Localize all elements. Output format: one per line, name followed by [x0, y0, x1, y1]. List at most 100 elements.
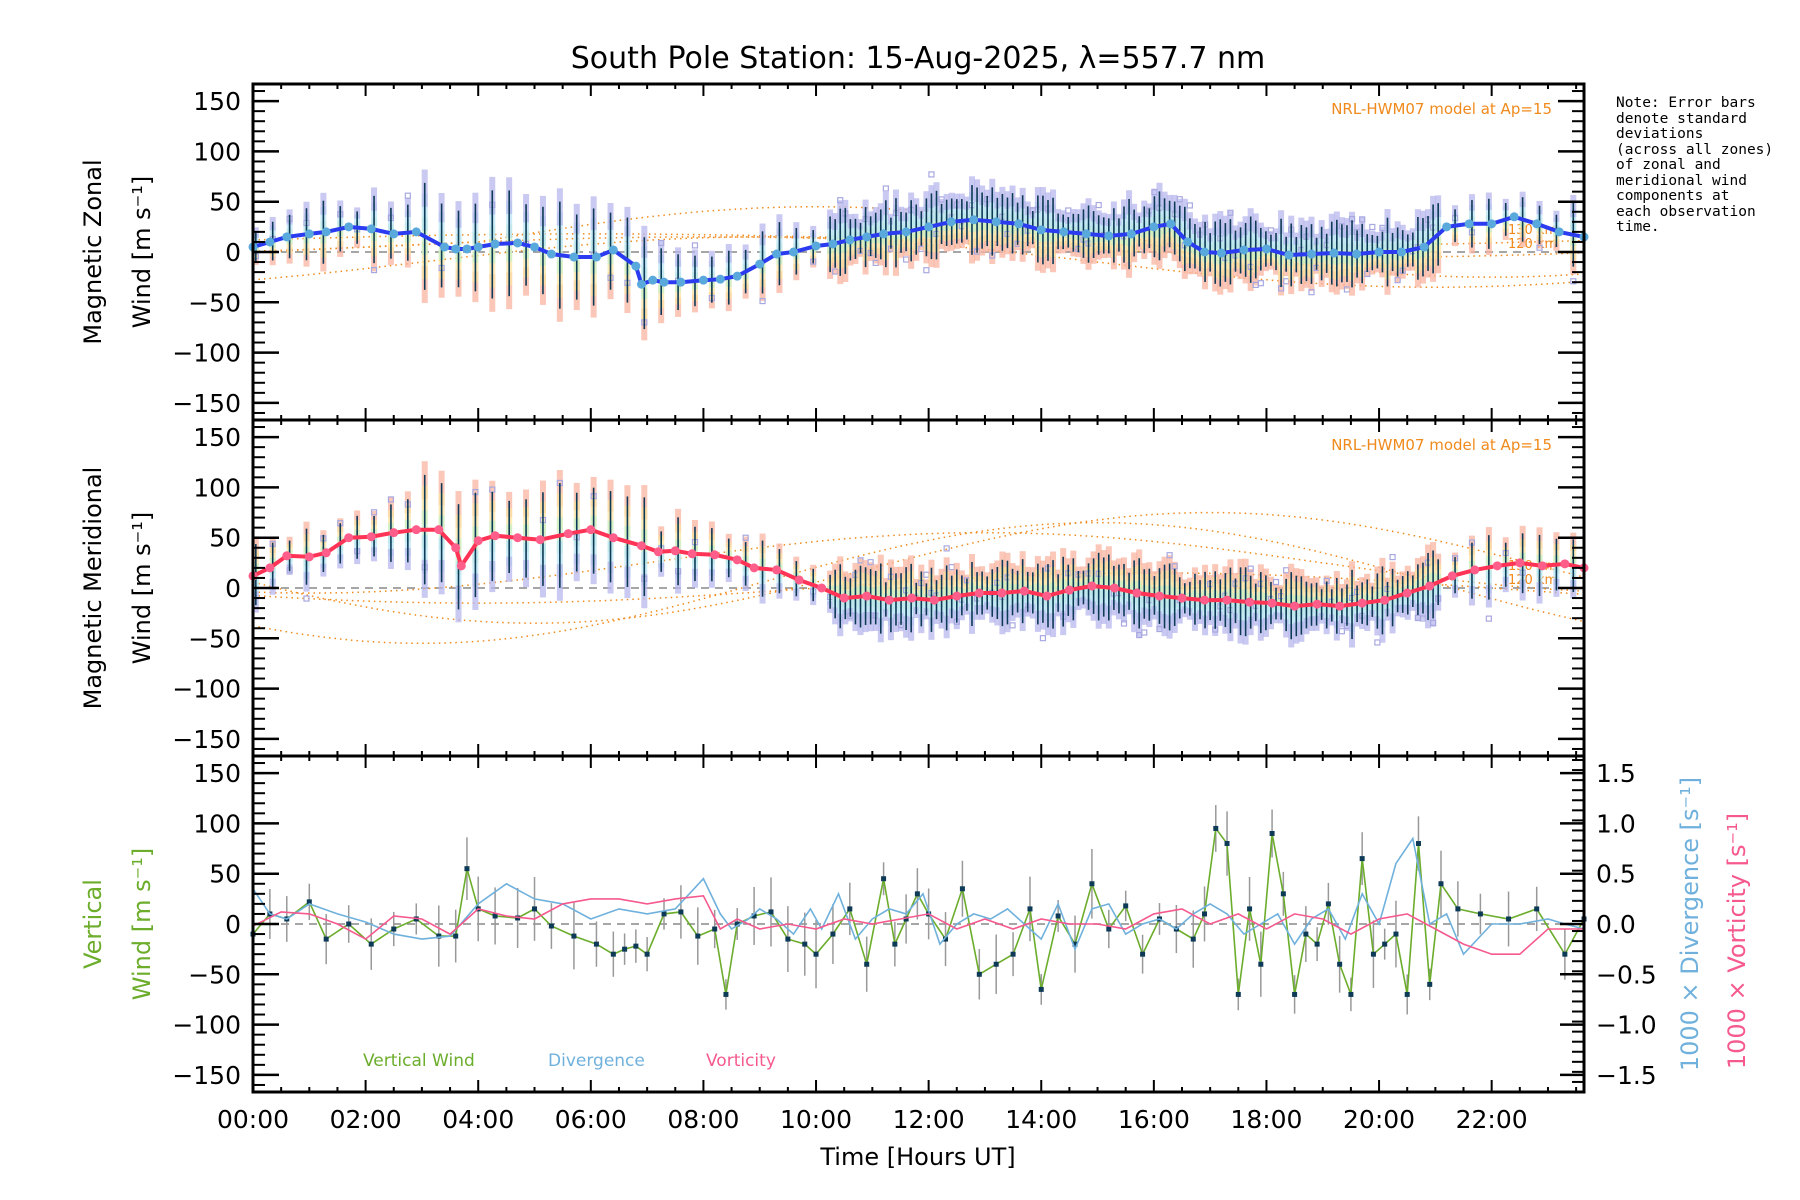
chart-title: South Pole Station: 15-Aug-2025, λ=557.7… — [571, 41, 1265, 76]
zone-point — [1485, 615, 1492, 622]
model-alt-label-120km: 120 km — [1508, 573, 1557, 588]
right-tick-label: −1.5 — [1596, 1061, 1657, 1090]
data-point — [1104, 231, 1114, 241]
zone-point — [1247, 565, 1254, 572]
y-tick-label: 0 — [225, 910, 241, 939]
data-point — [813, 951, 819, 957]
zone-point — [1065, 207, 1072, 214]
data-point — [1038, 986, 1044, 992]
data-point — [991, 217, 1001, 227]
y-tick-label: −100 — [172, 339, 241, 368]
zone-point — [943, 545, 950, 552]
data-point — [462, 244, 472, 254]
y-axis-label-line1: Vertical — [79, 879, 107, 969]
data-point — [1261, 244, 1271, 254]
data-point — [368, 941, 374, 947]
right-tick-label: 0.5 — [1596, 860, 1636, 889]
data-point — [768, 909, 774, 915]
data-point — [1072, 941, 1078, 947]
data-point — [1247, 906, 1253, 912]
x-tick-label: 06:00 — [555, 1105, 627, 1134]
data-point — [321, 548, 331, 558]
series-line-divergence — [252, 836, 1585, 956]
y-axis-label-line1: Magnetic Zonal — [79, 159, 107, 344]
data-point — [644, 951, 650, 957]
zone-point — [303, 595, 310, 602]
data-point — [530, 242, 540, 252]
zone-point — [948, 564, 955, 571]
data-point — [1239, 245, 1249, 255]
data-point — [1335, 601, 1345, 611]
data-point — [1560, 559, 1570, 569]
data-point — [1415, 841, 1421, 847]
data-point — [439, 242, 449, 252]
y-tick-label: −100 — [172, 675, 241, 704]
data-point — [802, 941, 808, 947]
x-tick-label: 20:00 — [1343, 1105, 1415, 1134]
x-tick-label: 16:00 — [1118, 1105, 1190, 1134]
data-point — [1140, 951, 1146, 957]
y-tick-label: 50 — [209, 524, 241, 553]
data-point — [1532, 219, 1542, 229]
data-point — [1258, 961, 1264, 967]
data-point — [1064, 585, 1074, 595]
y-axis-label-line2: Wind [m s⁻¹] — [128, 512, 156, 664]
data-point — [456, 561, 466, 571]
model-curve — [252, 511, 1582, 624]
data-point — [676, 277, 686, 287]
data-point — [492, 913, 498, 919]
data-point — [723, 991, 729, 997]
data-point — [1267, 598, 1277, 608]
data-point — [1036, 225, 1046, 235]
data-point — [952, 591, 962, 601]
data-point — [715, 274, 725, 284]
data-point — [901, 227, 911, 237]
zone-point — [1389, 553, 1396, 561]
data-point — [1177, 593, 1187, 603]
data-point — [571, 933, 577, 939]
zone-point — [1120, 620, 1128, 627]
data-point — [653, 547, 663, 557]
y-tick-label: 150 — [193, 87, 241, 116]
data-point — [732, 271, 742, 281]
data-point — [453, 933, 459, 939]
data-point — [1200, 247, 1210, 257]
zone-point — [742, 534, 749, 541]
y-tick-label: −50 — [188, 960, 241, 989]
right-axis-label-divergence: 1000 × Divergence [s⁻¹] — [1676, 777, 1704, 1071]
data-point — [830, 931, 836, 937]
data-point — [1269, 830, 1275, 836]
zone-point — [867, 559, 874, 566]
data-point — [1303, 931, 1309, 937]
data-point — [1019, 586, 1029, 596]
x-tick-label: 08:00 — [667, 1105, 739, 1134]
data-point — [282, 232, 292, 242]
data-point — [993, 961, 999, 967]
data-point — [670, 546, 680, 556]
zone-point — [658, 239, 665, 247]
x-tick-label: 00:00 — [217, 1105, 289, 1134]
data-point — [862, 232, 872, 242]
data-point — [929, 595, 939, 605]
right-tick-label: −1.0 — [1596, 1011, 1657, 1040]
data-point — [1477, 911, 1483, 917]
data-point — [451, 543, 461, 553]
y-tick-label: 100 — [193, 137, 241, 166]
data-point — [1149, 222, 1159, 232]
right-tick-label: −0.5 — [1596, 960, 1657, 989]
model-alt-label-120km: 120 km — [1508, 237, 1557, 252]
zone-point — [1141, 629, 1148, 636]
data-point — [1106, 926, 1112, 932]
zone-point — [1283, 567, 1290, 574]
zone-point — [1338, 628, 1345, 635]
data-point — [593, 941, 599, 947]
data-point — [732, 555, 742, 565]
series-line-vertical-wind — [252, 826, 1585, 995]
data-point — [1425, 581, 1435, 591]
y-tick-label: 150 — [193, 759, 241, 788]
zone-point — [1272, 578, 1280, 586]
zone-point — [1308, 289, 1315, 296]
y-tick-label: −50 — [188, 288, 241, 317]
